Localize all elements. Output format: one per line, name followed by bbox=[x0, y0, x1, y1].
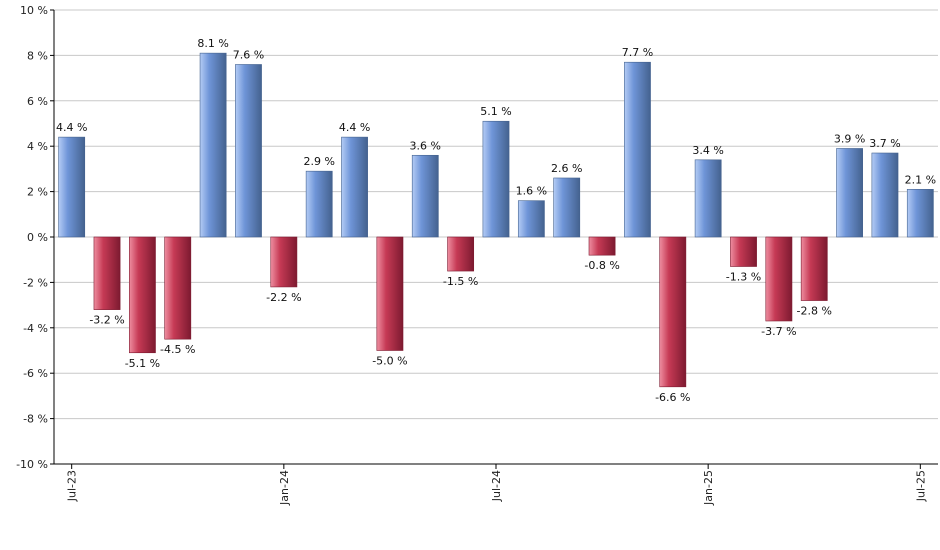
bar bbox=[836, 148, 863, 238]
y-tick-label: -8 % bbox=[23, 413, 48, 426]
data-label: 8.1 % bbox=[197, 37, 228, 50]
data-label: -2.8 % bbox=[797, 305, 832, 318]
data-label: 3.6 % bbox=[410, 139, 441, 152]
data-label: 2.1 % bbox=[905, 173, 936, 186]
data-label: 2.9 % bbox=[303, 155, 334, 168]
y-tick-label: -2 % bbox=[23, 276, 48, 289]
axes bbox=[50, 9, 938, 469]
bar bbox=[588, 236, 616, 256]
bar bbox=[270, 236, 298, 288]
bar bbox=[659, 236, 687, 388]
data-label: -1.5 % bbox=[443, 275, 478, 288]
data-label: -5.1 % bbox=[125, 357, 160, 370]
bar bbox=[129, 236, 156, 354]
data-label: 3.4 % bbox=[692, 144, 723, 157]
bar bbox=[235, 64, 262, 238]
data-label: -3.2 % bbox=[89, 314, 124, 327]
bar bbox=[800, 236, 828, 301]
data-label: 7.6 % bbox=[233, 48, 264, 61]
bar bbox=[765, 236, 793, 322]
x-tick-label: Jul-25 bbox=[914, 470, 927, 502]
y-tick-label: 6 % bbox=[27, 95, 48, 108]
data-label: -6.6 % bbox=[655, 391, 690, 404]
data-label: 3.7 % bbox=[869, 137, 900, 150]
bar bbox=[411, 154, 439, 238]
x-tick-label: Jul-23 bbox=[66, 470, 79, 502]
y-tick-label: 8 % bbox=[27, 49, 48, 62]
y-tick-label: 2 % bbox=[27, 186, 48, 199]
bar bbox=[730, 236, 757, 267]
data-label: -2.2 % bbox=[266, 291, 301, 304]
labels: 10 % 8 % 6 % 4 % 2 % 0 % -2 % -4 % -6 % -8 % -10 %… bbox=[16, 4, 936, 506]
y-tick-label: 10 % bbox=[20, 4, 48, 17]
data-label: 4.4 % bbox=[339, 121, 370, 134]
data-label: -4.5 % bbox=[160, 343, 195, 356]
y-tick-label: -10 % bbox=[16, 458, 48, 471]
data-label: 2.6 % bbox=[551, 162, 582, 175]
bar bbox=[199, 52, 227, 238]
data-label: 5.1 % bbox=[480, 105, 511, 118]
bar bbox=[482, 120, 510, 238]
bar bbox=[694, 159, 722, 238]
bars bbox=[58, 52, 934, 388]
data-label: 7.7 % bbox=[622, 46, 653, 59]
data-label: -3.7 % bbox=[761, 325, 796, 338]
bar bbox=[624, 61, 651, 238]
bar bbox=[553, 177, 581, 238]
bar bbox=[164, 236, 192, 340]
bar bbox=[341, 136, 368, 238]
data-label: 1.6 % bbox=[516, 185, 547, 198]
y-tick-label: 4 % bbox=[27, 140, 48, 153]
bar bbox=[871, 152, 899, 238]
bar bbox=[376, 236, 404, 351]
bar bbox=[305, 170, 333, 238]
bar bbox=[447, 236, 475, 272]
y-tick-label: 0 % bbox=[27, 231, 48, 244]
bar bbox=[93, 236, 121, 310]
bar bbox=[517, 200, 545, 238]
y-tick-label: -4 % bbox=[23, 322, 48, 335]
bar bbox=[58, 136, 86, 238]
bar bbox=[906, 189, 934, 238]
x-tick-label: Jan-25 bbox=[702, 470, 715, 506]
x-tick-label: Jan-24 bbox=[278, 470, 291, 506]
data-label: 4.4 % bbox=[56, 121, 87, 134]
data-label: -1.3 % bbox=[726, 271, 761, 284]
data-label: 3.9 % bbox=[834, 132, 865, 145]
data-label: -5.0 % bbox=[372, 355, 407, 368]
x-tick-label: Jul-24 bbox=[490, 470, 503, 502]
y-tick-label: -6 % bbox=[23, 367, 48, 380]
data-label: -0.8 % bbox=[584, 259, 619, 272]
